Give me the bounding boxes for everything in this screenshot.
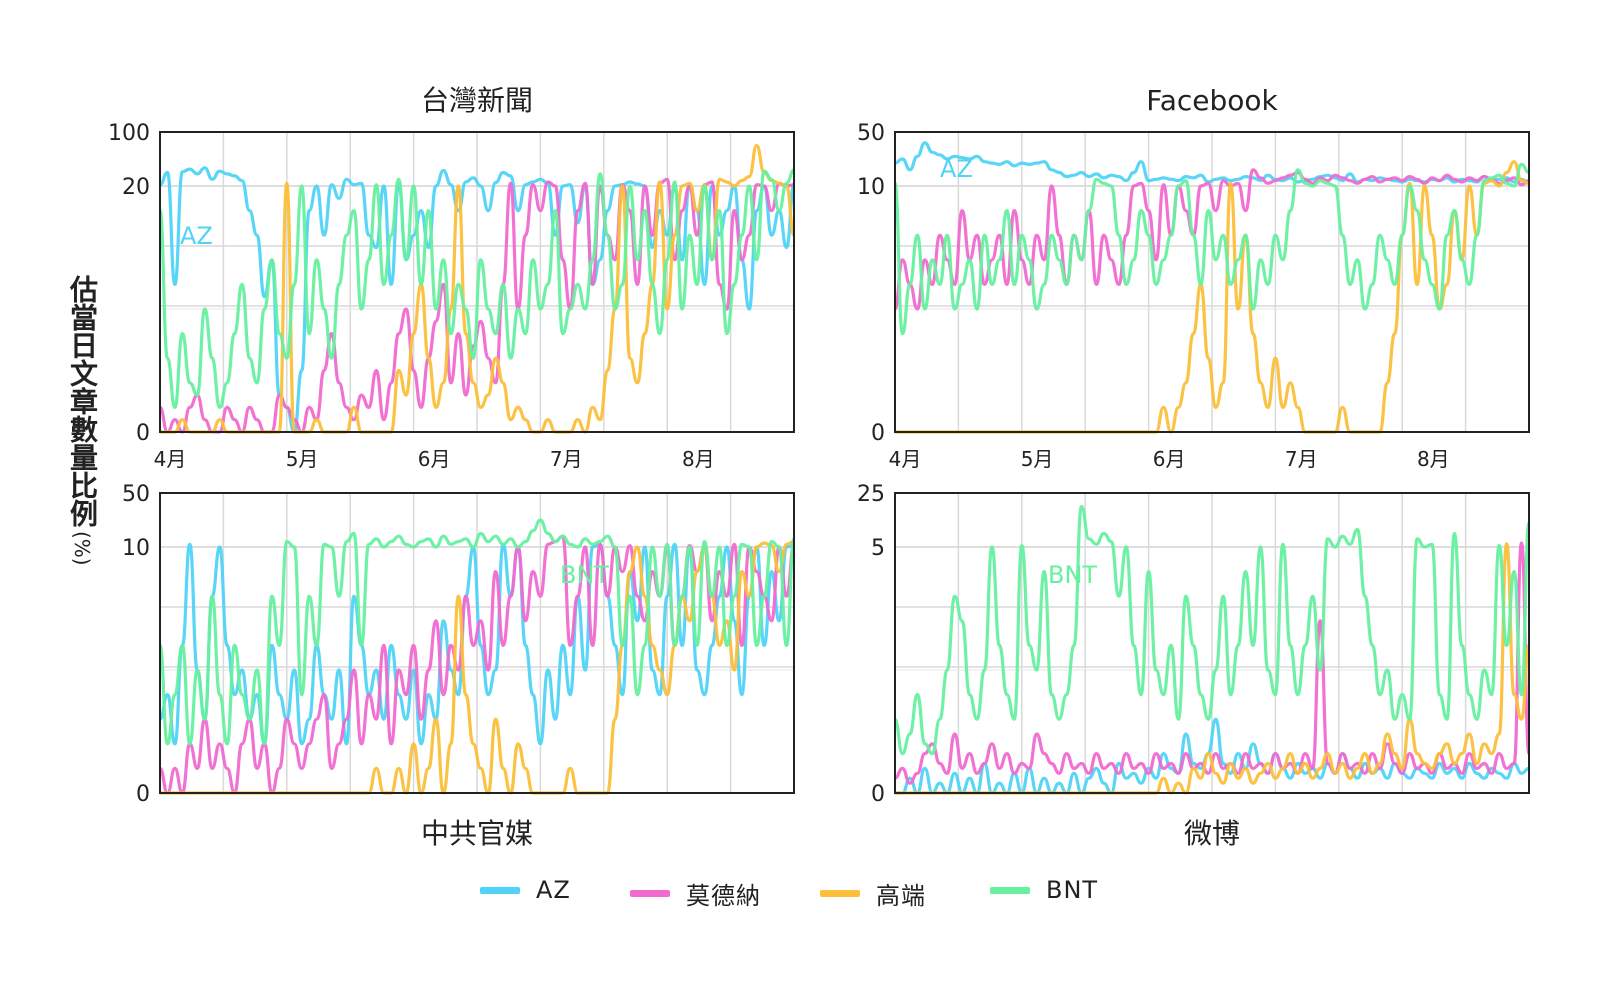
y-axis-label: 估當日文章數量比例 (%) [62,275,102,566]
plot-frame-facebook [894,131,1530,433]
x-tick-label: 4月 [154,447,187,471]
legend-item-medigen: 高端 [820,876,926,911]
y-tick-label: 50 [122,482,150,507]
panel-title-china-state-media: 中共官媒 [421,817,533,850]
annotation-facebook: AZ [940,155,973,183]
legend-label-moderna: 莫德納 [686,882,761,910]
annotation-taiwan-news: AZ [180,222,213,250]
y-tick-label: 10 [857,175,885,200]
y-tick-label: 0 [871,421,885,446]
annotation-weibo: BNT [1048,561,1097,589]
y-tick-label: 25 [857,482,885,507]
x-tick-label: 7月 [550,447,583,471]
plot-frame-taiwan-news [159,131,795,433]
series-line-weibo [895,717,1530,795]
x-tick-label: 6月 [418,447,451,471]
y-tick-label: 100 [108,121,150,146]
y-tick-label: 0 [136,782,150,807]
x-tick-label: 8月 [1417,447,1450,471]
y-tick-label: 20 [122,175,150,200]
series-line-facebook [893,162,1530,336]
x-tick-label: 6月 [1153,447,1186,471]
y-tick-label: 5 [871,536,885,561]
legend-swatch-bnt [990,886,1030,894]
y-tick-label: 0 [136,421,150,446]
y-tick-label: 0 [871,782,885,807]
plot-frame-weibo [894,492,1530,794]
panel-title-taiwan-news: 台灣新聞 [421,84,533,117]
series-line-weibo [893,504,1531,756]
series-line-taiwan-news [158,168,795,409]
legend-item-bnt: BNT [990,876,1098,904]
annotation-china-state-media: BNT [560,561,609,589]
x-tick-label: 8月 [682,447,715,471]
legend: AZ 莫德納 高端 BNT [480,876,1160,916]
x-tick-label: 4月 [889,447,922,471]
legend-label-az: AZ [536,876,571,904]
y-axis-label-unit: (%) [70,531,94,566]
x-tick-label: 7月 [1285,447,1318,471]
legend-item-az: AZ [480,876,571,904]
series-line-facebook [893,168,1530,311]
legend-swatch-medigen [820,890,860,897]
legend-swatch-moderna [630,890,670,897]
y-tick-label: 10 [122,536,150,561]
legend-item-moderna: 莫德納 [630,876,761,911]
series-line-weibo [894,541,1531,785]
plot-frame-china-state-media [159,492,795,794]
x-tick-label: 5月 [1021,447,1054,471]
panel-title-weibo: 微博 [1184,817,1240,850]
legend-label-medigen: 高端 [876,882,926,910]
panel-title-facebook: Facebook [1146,84,1278,117]
x-tick-label: 5月 [286,447,319,471]
legend-label-bnt: BNT [1046,876,1099,904]
series-line-china-state-media [158,518,796,746]
legend-swatch-az [480,886,520,894]
y-axis-label-text: 估當日文章數量比例 [66,275,99,527]
y-tick-label: 50 [857,121,885,146]
